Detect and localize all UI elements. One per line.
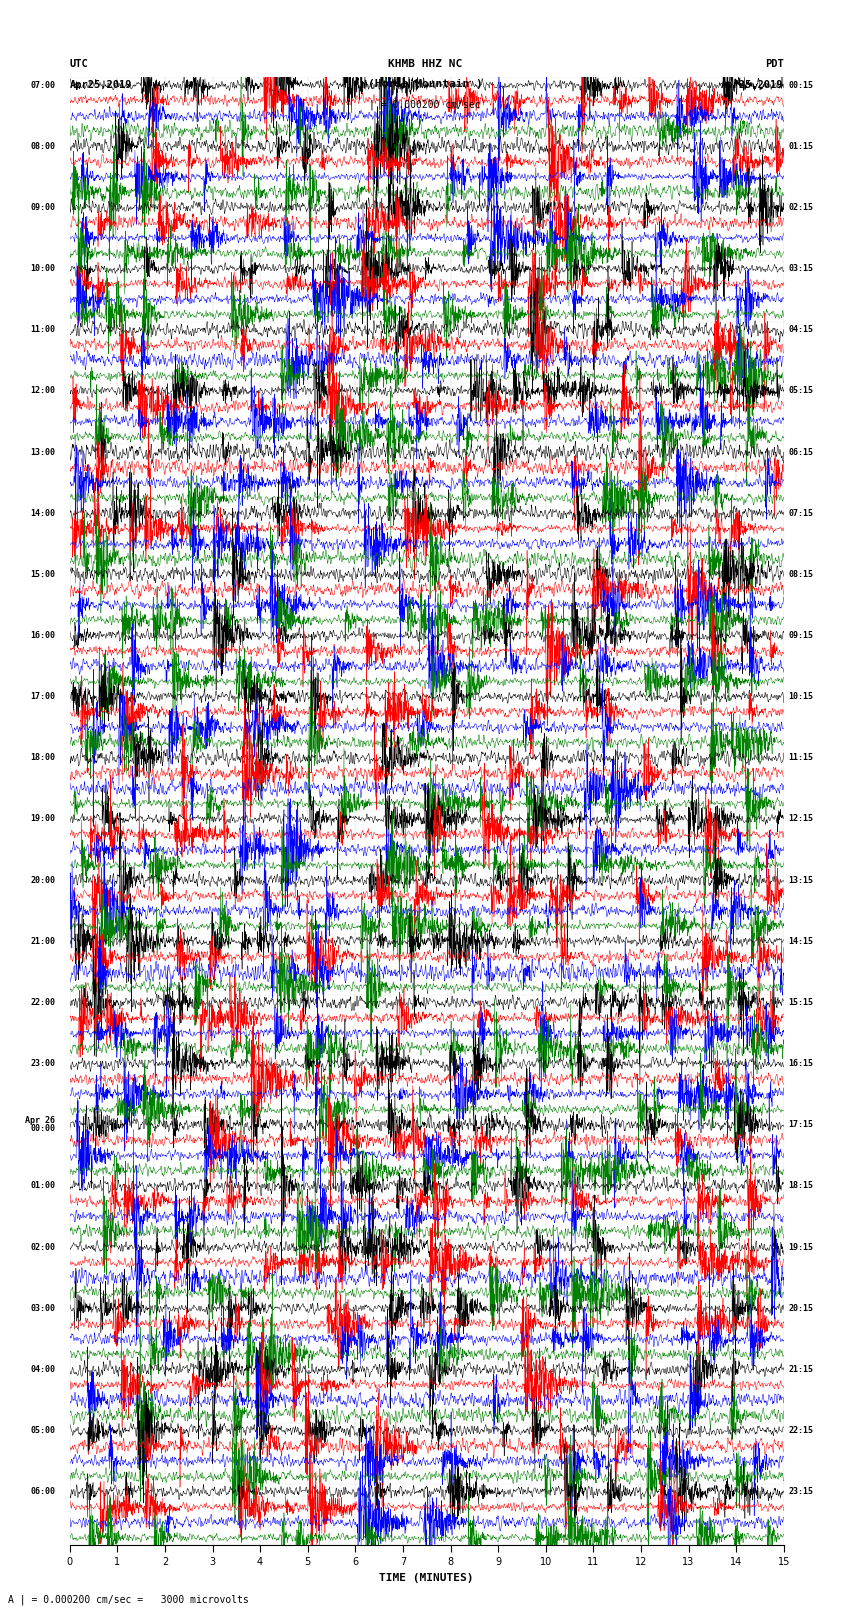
Text: 23:15: 23:15 [789,1487,813,1497]
Text: 22:15: 22:15 [789,1426,813,1436]
Text: 00:15: 00:15 [789,81,813,90]
Text: 04:15: 04:15 [789,326,813,334]
Text: 19:15: 19:15 [789,1242,813,1252]
Text: 21:00: 21:00 [31,937,55,945]
Text: 03:15: 03:15 [789,265,813,273]
Text: 08:00: 08:00 [31,142,55,150]
Text: 15:15: 15:15 [789,998,813,1007]
Text: 17:00: 17:00 [31,692,55,702]
Text: 04:00: 04:00 [31,1365,55,1374]
Text: 03:00: 03:00 [31,1303,55,1313]
Text: 12:00: 12:00 [31,387,55,395]
X-axis label: TIME (MINUTES): TIME (MINUTES) [379,1573,474,1582]
Text: 22:00: 22:00 [31,998,55,1007]
Text: 07:15: 07:15 [789,508,813,518]
Text: 06:00: 06:00 [31,1487,55,1497]
Text: 18:00: 18:00 [31,753,55,763]
Text: 13:15: 13:15 [789,876,813,884]
Text: 11:00: 11:00 [31,326,55,334]
Text: 18:15: 18:15 [789,1181,813,1190]
Text: 23:00: 23:00 [31,1060,55,1068]
Text: 19:00: 19:00 [31,815,55,824]
Text: KHMB HHZ NC: KHMB HHZ NC [388,60,462,69]
Text: 10:15: 10:15 [789,692,813,702]
Text: 06:15: 06:15 [789,447,813,456]
Text: 13:00: 13:00 [31,447,55,456]
Text: 11:15: 11:15 [789,753,813,763]
Text: 05:15: 05:15 [789,387,813,395]
Text: (Horse Mountain ): (Horse Mountain ) [367,79,483,89]
Text: 01:15: 01:15 [789,142,813,150]
Text: 08:15: 08:15 [789,569,813,579]
Text: 09:00: 09:00 [31,203,55,211]
Text: 14:15: 14:15 [789,937,813,945]
Text: Apr 26
00:00: Apr 26 00:00 [26,1116,55,1134]
Text: 21:15: 21:15 [789,1365,813,1374]
Text: Apr25,2019: Apr25,2019 [70,81,133,90]
Text: 07:00: 07:00 [31,81,55,90]
Text: Apr25,2019: Apr25,2019 [721,81,784,90]
Text: A | = 0.000200 cm/sec =   3000 microvolts: A | = 0.000200 cm/sec = 3000 microvolts [8,1594,249,1605]
Text: | = 0.000200 cm/sec: | = 0.000200 cm/sec [369,98,481,110]
Text: 02:15: 02:15 [789,203,813,211]
Text: 16:00: 16:00 [31,631,55,640]
Text: 05:00: 05:00 [31,1426,55,1436]
Text: 20:00: 20:00 [31,876,55,884]
Text: 16:15: 16:15 [789,1060,813,1068]
Text: 12:15: 12:15 [789,815,813,824]
Text: 17:15: 17:15 [789,1121,813,1129]
Text: 09:15: 09:15 [789,631,813,640]
Text: 01:00: 01:00 [31,1181,55,1190]
Text: 20:15: 20:15 [789,1303,813,1313]
Text: UTC: UTC [70,60,88,69]
Text: 10:00: 10:00 [31,265,55,273]
Text: 14:00: 14:00 [31,508,55,518]
Text: 02:00: 02:00 [31,1242,55,1252]
Text: 15:00: 15:00 [31,569,55,579]
Text: PDT: PDT [765,60,784,69]
